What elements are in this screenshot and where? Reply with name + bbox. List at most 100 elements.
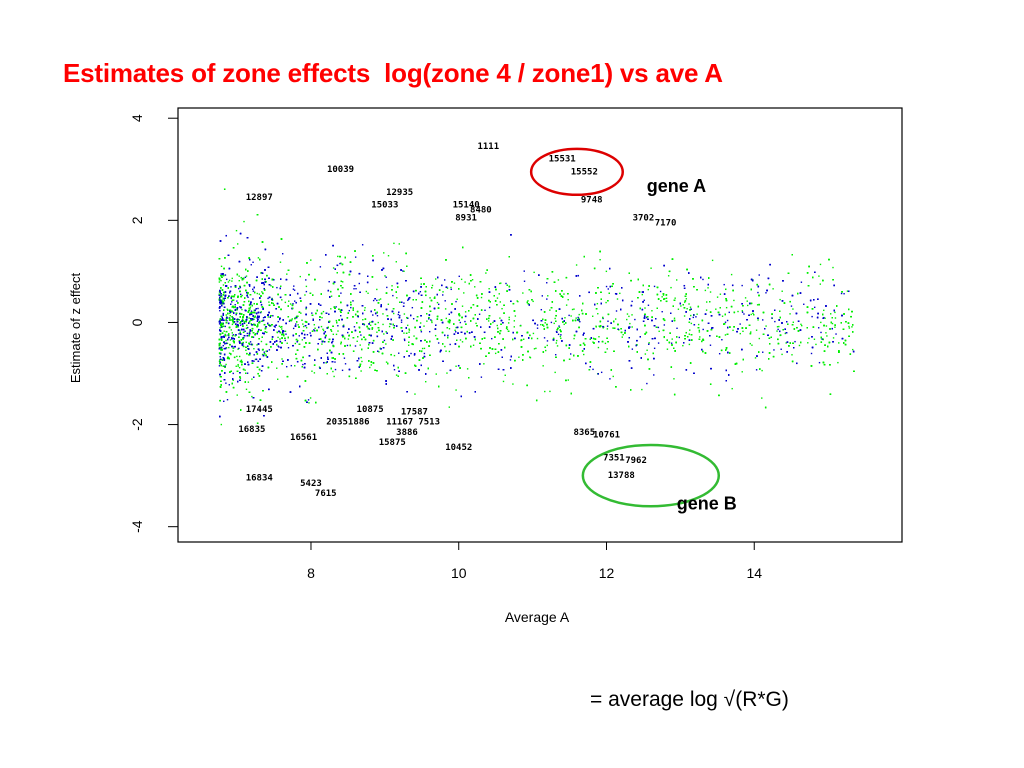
green-point <box>512 383 514 385</box>
blue-point <box>244 330 246 332</box>
blue-point <box>218 365 221 367</box>
green-point <box>598 336 600 338</box>
blue-point <box>309 332 311 334</box>
blue-point <box>272 315 274 317</box>
green-point <box>631 314 633 316</box>
green-point <box>506 328 509 331</box>
green-point <box>792 321 795 323</box>
green-point <box>554 371 556 374</box>
green-point <box>300 312 302 314</box>
blue-point <box>243 322 246 324</box>
green-point <box>238 355 241 358</box>
green-point <box>661 296 663 298</box>
green-point <box>592 315 594 317</box>
green-point <box>448 328 451 330</box>
green-point <box>459 339 462 341</box>
green-point <box>690 322 693 325</box>
green-point <box>305 285 308 288</box>
green-point <box>218 360 221 363</box>
green-point <box>335 319 338 322</box>
green-point <box>396 297 398 299</box>
blue-point <box>607 288 609 290</box>
green-point <box>499 282 501 285</box>
blue-point <box>777 328 779 331</box>
green-point <box>781 353 783 356</box>
green-point <box>230 329 233 331</box>
green-point <box>330 330 333 332</box>
blue-point <box>488 306 491 309</box>
green-point <box>228 279 231 282</box>
green-point <box>305 327 308 329</box>
blue-point <box>449 343 451 346</box>
green-point <box>335 333 338 336</box>
green-point <box>257 321 260 324</box>
blue-point <box>292 288 295 290</box>
blue-point <box>397 313 400 316</box>
green-point <box>819 283 822 285</box>
green-point <box>220 315 222 318</box>
green-point <box>683 315 686 317</box>
green-point <box>379 298 382 300</box>
green-point <box>555 342 558 344</box>
green-point <box>595 326 597 328</box>
green-point <box>414 393 416 395</box>
blue-point <box>653 285 656 288</box>
blue-point <box>222 344 225 347</box>
blue-point <box>231 338 233 340</box>
green-point <box>709 291 712 293</box>
blue-point <box>363 324 366 326</box>
green-point <box>626 318 628 321</box>
green-point <box>218 281 221 283</box>
blue-point <box>278 346 280 348</box>
green-point <box>646 349 648 351</box>
green-point <box>266 331 268 334</box>
blue-point <box>695 316 697 318</box>
green-point <box>564 317 566 319</box>
green-point <box>426 320 428 322</box>
blue-point <box>219 356 221 358</box>
green-point <box>288 300 290 302</box>
green-point <box>697 323 700 326</box>
blue-point <box>743 313 745 315</box>
green-point <box>851 326 853 328</box>
green-point <box>567 298 569 301</box>
blue-point <box>328 280 330 283</box>
green-point <box>239 377 242 379</box>
green-point <box>249 306 252 308</box>
green-point <box>644 353 647 355</box>
green-point <box>498 293 500 295</box>
green-point <box>364 307 366 309</box>
green-point <box>330 308 332 310</box>
green-point <box>331 357 333 359</box>
green-point <box>784 332 787 335</box>
green-point <box>504 374 506 376</box>
blue-point <box>480 376 483 378</box>
blue-point <box>579 320 581 323</box>
green-point <box>365 290 368 293</box>
blue-point <box>219 296 221 298</box>
green-point <box>605 270 608 273</box>
green-point <box>435 278 437 280</box>
green-point <box>248 343 251 346</box>
blue-point <box>240 293 242 296</box>
green-point <box>744 297 747 299</box>
blue-point <box>219 319 221 322</box>
green-point <box>502 380 505 383</box>
green-point <box>815 343 817 346</box>
green-point <box>248 317 250 319</box>
green-point <box>737 310 739 313</box>
blue-point <box>757 291 759 294</box>
green-point <box>297 324 299 326</box>
green-point <box>231 323 234 326</box>
green-point <box>685 298 688 300</box>
green-point <box>648 342 650 344</box>
blue-point <box>592 368 594 371</box>
green-point <box>675 279 678 281</box>
blue-point <box>661 310 663 313</box>
green-point <box>621 336 623 338</box>
blue-point <box>491 337 493 340</box>
green-point <box>279 338 281 340</box>
blue-point <box>292 327 295 330</box>
green-point <box>761 397 763 399</box>
blue-point <box>790 305 793 307</box>
